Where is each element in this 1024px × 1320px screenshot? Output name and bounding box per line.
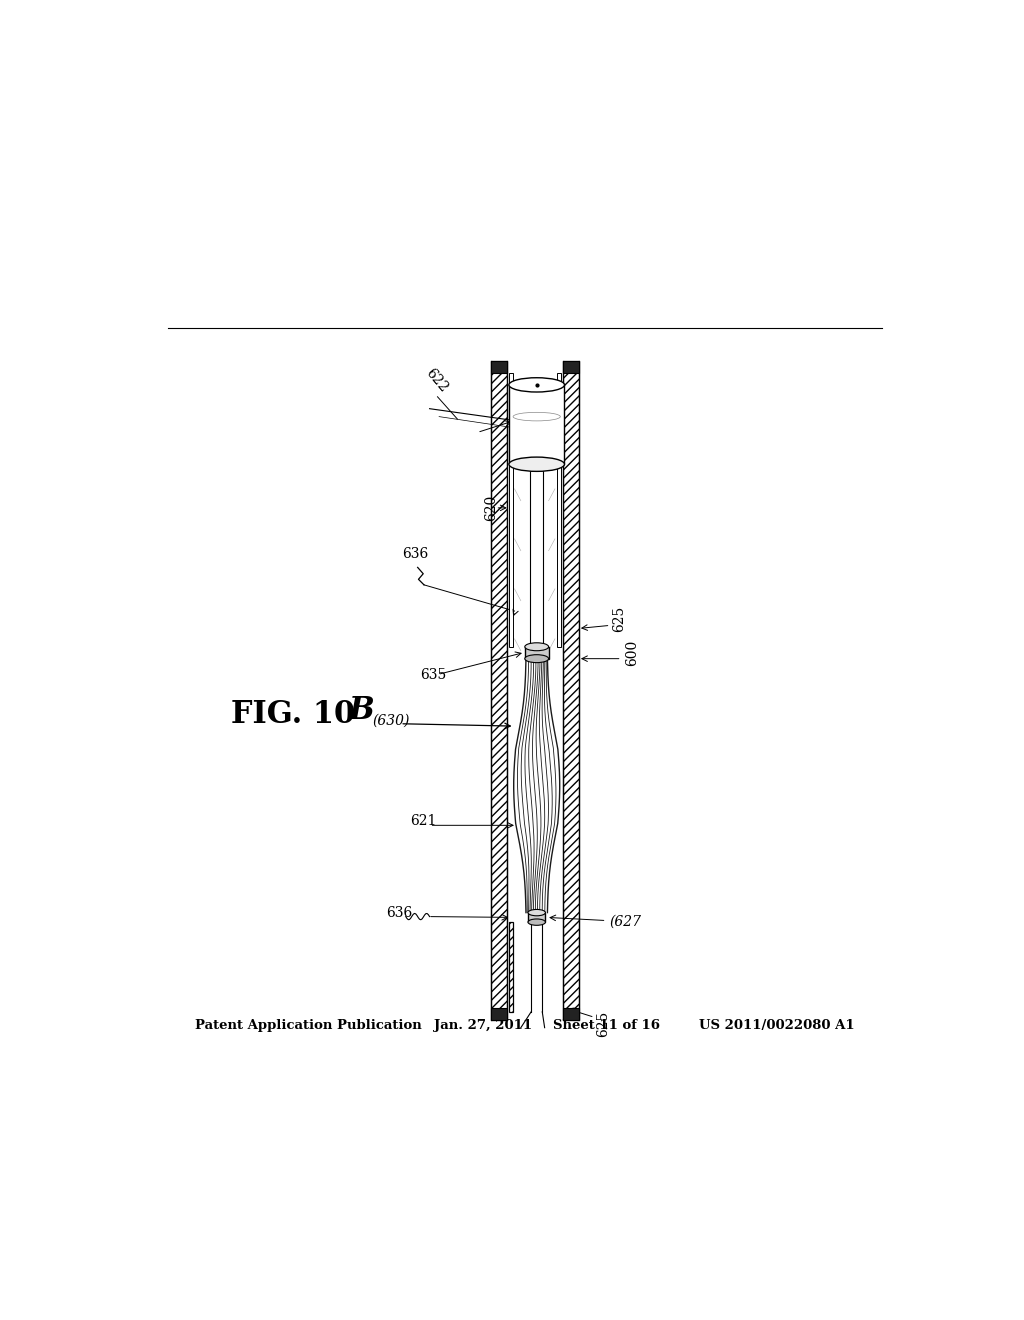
Polygon shape [509,374,513,647]
Text: 600: 600 [625,640,639,667]
Text: US 2011/0022080 A1: US 2011/0022080 A1 [699,1019,855,1032]
Text: (630): (630) [373,714,410,727]
Polygon shape [524,647,549,659]
Polygon shape [509,385,564,465]
Text: 622: 622 [423,367,451,396]
Text: 636: 636 [386,906,413,920]
Text: 621: 621 [411,814,437,829]
Polygon shape [492,1008,507,1020]
Polygon shape [509,923,513,1012]
Ellipse shape [509,378,564,392]
Ellipse shape [524,643,549,651]
Ellipse shape [528,909,546,916]
Polygon shape [563,1008,579,1020]
Polygon shape [557,374,560,647]
Text: Patent Application Publication: Patent Application Publication [196,1019,422,1032]
Text: 636: 636 [401,546,428,561]
Text: Sheet 11 of 16: Sheet 11 of 16 [553,1019,659,1032]
Text: Jan. 27, 2011: Jan. 27, 2011 [433,1019,531,1032]
Text: B: B [348,694,375,726]
Ellipse shape [528,919,546,925]
Text: (627: (627 [609,915,641,929]
Polygon shape [563,362,579,1020]
Polygon shape [563,362,579,374]
Ellipse shape [509,457,564,471]
Text: 620: 620 [483,495,498,521]
Text: 625: 625 [596,1011,610,1036]
Text: 625: 625 [612,606,626,632]
Text: FIG. 10: FIG. 10 [231,698,355,730]
Polygon shape [492,362,507,374]
Text: 635: 635 [420,668,446,681]
Polygon shape [528,912,546,923]
Ellipse shape [524,655,549,663]
Polygon shape [492,362,507,1020]
